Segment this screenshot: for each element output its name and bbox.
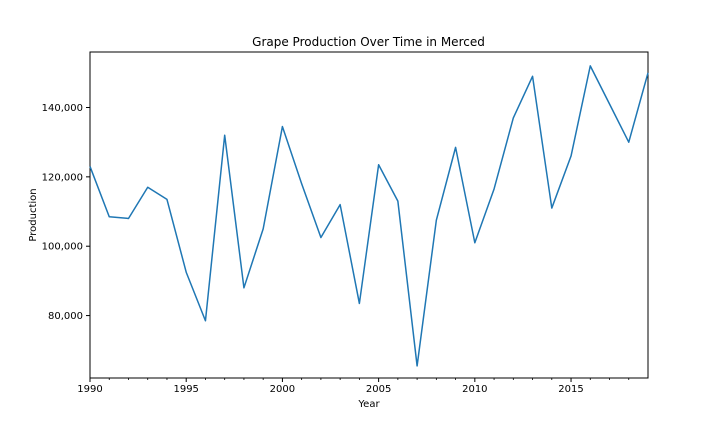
data-point	[282, 126, 284, 128]
data-point	[474, 242, 476, 244]
y-tick-label: 80,000	[48, 311, 83, 322]
data-point	[416, 365, 418, 367]
data-point	[147, 186, 149, 188]
data-point	[455, 147, 457, 149]
data-point	[185, 271, 187, 273]
data-point	[609, 103, 611, 105]
data-point	[359, 303, 361, 305]
data-point	[513, 117, 515, 119]
x-axis-label: Year	[357, 399, 380, 410]
data-point	[339, 204, 341, 206]
data-point	[551, 207, 553, 209]
data-point	[493, 188, 495, 190]
data-point	[166, 199, 168, 201]
data-point	[436, 219, 438, 221]
chart-title: Grape Production Over Time in Merced	[252, 35, 485, 49]
y-axis-label: Production	[28, 188, 39, 241]
plot-area-frame	[90, 52, 648, 378]
data-point	[301, 183, 303, 185]
y-tick-label: 120,000	[42, 172, 83, 183]
x-tick-label: 2015	[558, 384, 583, 395]
data-point	[589, 65, 591, 67]
data-point	[205, 320, 207, 322]
x-tick-label: 2000	[270, 384, 295, 395]
data-point	[89, 166, 91, 168]
data-point	[570, 155, 572, 157]
data-point	[108, 216, 110, 218]
x-tick-label: 2010	[462, 384, 487, 395]
y-tick-label: 100,000	[42, 242, 83, 253]
x-tick-label: 1995	[173, 384, 198, 395]
y-tick-label: 140,000	[42, 103, 83, 114]
data-point	[647, 72, 649, 74]
data-point	[397, 200, 399, 202]
series-line	[90, 66, 648, 366]
data-point	[224, 134, 226, 136]
data-point	[320, 237, 322, 239]
data-point	[262, 228, 264, 230]
data-point	[378, 164, 380, 166]
data-point	[628, 141, 630, 143]
series-layer	[89, 65, 649, 367]
x-tick-label: 1990	[77, 384, 102, 395]
x-axis: 1990 1995 2000 2005 2010 2015	[77, 378, 628, 395]
data-point	[128, 218, 130, 220]
x-tick-label: 2005	[366, 384, 391, 395]
data-point	[243, 287, 245, 289]
y-axis: 80,000 100,000 120,000 140,000	[42, 103, 90, 322]
data-point	[532, 75, 534, 77]
